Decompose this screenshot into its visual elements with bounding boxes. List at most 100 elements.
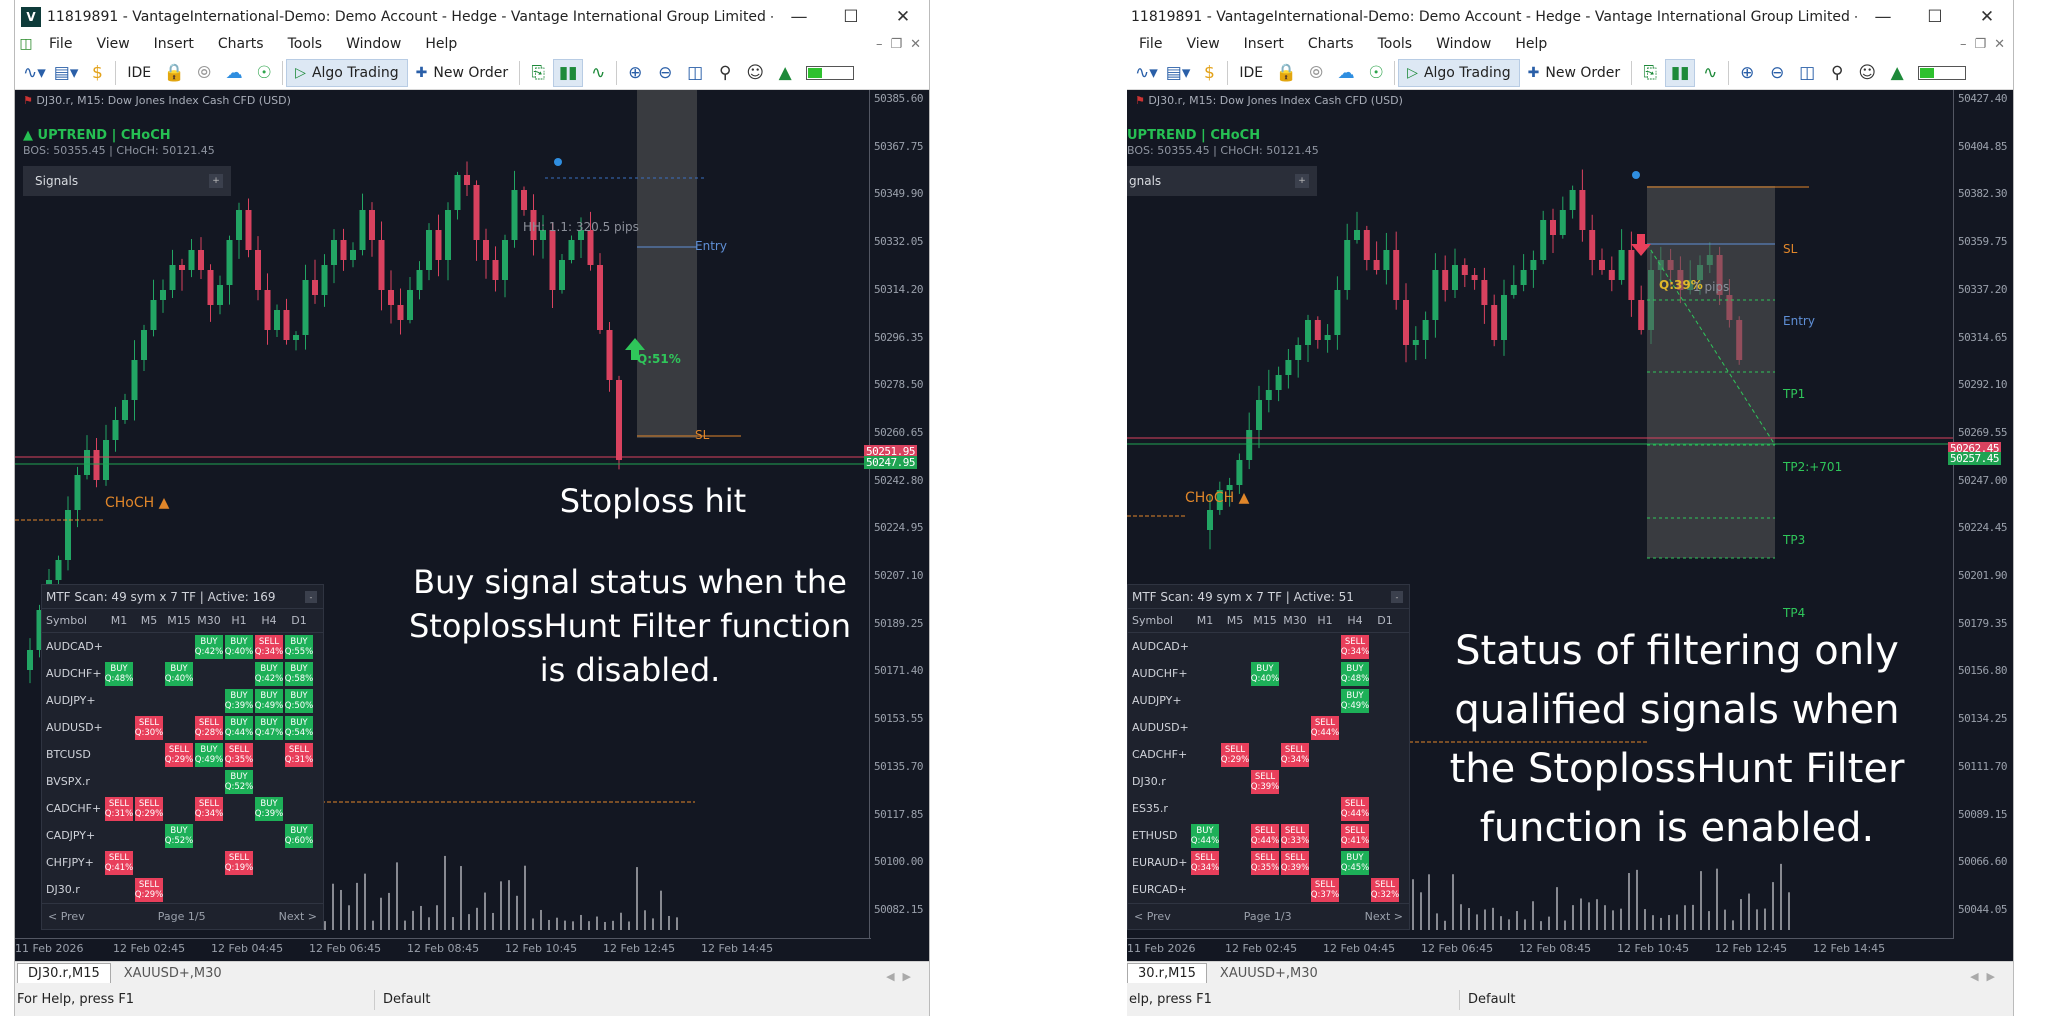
buy-signal-cell[interactable]: BUY Q:40% xyxy=(164,661,194,686)
scan-row[interactable]: BVSPX.r BUY Q:52% xyxy=(42,768,323,795)
next-button[interactable]: Next > xyxy=(1364,910,1403,923)
mdi-restore-icon[interactable]: ❐ xyxy=(1974,36,1987,52)
scan-symbol[interactable]: ETHUSD xyxy=(1132,829,1178,842)
buy-signal-cell[interactable]: BUY Q:48% xyxy=(104,661,134,686)
new-order-button[interactable]: ✚ New Order xyxy=(1520,59,1629,87)
scan-symbol[interactable]: CHFJPY+ xyxy=(46,856,94,869)
line-icon[interactable]: ∿ xyxy=(1703,62,1718,83)
buy-signal-cell[interactable]: BUY Q:52% xyxy=(164,823,194,848)
candlestick-icon[interactable]: ▮▮ xyxy=(1665,58,1696,87)
search-icon[interactable]: ⚲ xyxy=(1830,62,1844,83)
chart-type-icon[interactable]: ∿▾ xyxy=(1135,62,1158,83)
signals-panel[interactable]: gnals + xyxy=(1127,166,1317,196)
buy-signal-cell[interactable]: BUY Q:49% xyxy=(194,742,224,767)
ide-button[interactable]: IDE xyxy=(119,59,159,87)
mdi-close-icon[interactable]: ✕ xyxy=(1994,36,2005,52)
zoom-in-icon[interactable]: ⊕ xyxy=(1740,62,1755,83)
buy-signal-cell[interactable]: BUY Q:50% xyxy=(284,688,314,713)
signal-icon[interactable]: ⦾ xyxy=(197,62,211,83)
buy-signal-cell[interactable]: BUY Q:52% xyxy=(224,769,254,794)
sell-signal-cell[interactable]: SELL Q:44% xyxy=(1340,796,1370,821)
time-axis[interactable]: 11 Feb 2026 12 Feb 02:45 12 Feb 04:45 12 Fe… xyxy=(1127,938,1954,961)
bar-chart-icon[interactable]: ⎘ xyxy=(531,62,545,83)
buy-signal-cell[interactable]: BUY Q:44% xyxy=(224,715,254,740)
scan-symbol[interactable]: CADJPY+ xyxy=(46,829,96,842)
scan-symbol[interactable]: AUDJPY+ xyxy=(1132,694,1182,707)
tab-dj30[interactable]: 30.r,M15 xyxy=(1127,963,1207,983)
mdi-minimize-icon[interactable]: – xyxy=(1959,36,1967,52)
zoom-out-icon[interactable]: ⊖ xyxy=(1770,62,1785,83)
sell-signal-cell[interactable]: SELL Q:44% xyxy=(1250,823,1280,848)
coins-icon[interactable]: $ xyxy=(91,62,103,83)
menu-insert[interactable]: Insert xyxy=(153,36,194,52)
menu-view[interactable]: View xyxy=(96,36,130,52)
sell-signal-cell[interactable]: SELL Q:29% xyxy=(1220,742,1250,767)
algo-trading-button[interactable]: ▷ Algo Trading xyxy=(286,58,408,87)
sell-signal-cell[interactable]: SELL Q:34% xyxy=(1190,850,1220,875)
signal-icon[interactable]: ⦾ xyxy=(1309,62,1323,83)
scan-row[interactable]: CADCHF+ SELL Q:31% SELL Q:29% SELL Q:34% BUY Q:3… xyxy=(42,795,323,822)
tab-scroll-arrows[interactable]: ◀▶ xyxy=(1970,970,2003,983)
title-bar[interactable]: 11819891 - VantageInternational-Demo: De… xyxy=(1127,0,2013,33)
new-order-button[interactable]: ✚ New Order xyxy=(408,59,517,87)
minimize-button[interactable]: — xyxy=(1874,6,1892,27)
scan-symbol[interactable]: CADCHF+ xyxy=(46,802,102,815)
scan-symbol[interactable]: AUDCAD+ xyxy=(1132,640,1189,653)
vps-icon[interactable]: ☉ xyxy=(256,62,272,83)
signal-strength-icon[interactable]: ▲ xyxy=(1890,62,1904,83)
scan-symbol[interactable]: AUDCAD+ xyxy=(46,640,103,653)
sell-signal-cell[interactable]: SELL Q:35% xyxy=(1250,850,1280,875)
cloud-icon[interactable]: ☁ xyxy=(225,62,243,83)
price-plot[interactable]: ⚑ DJ30.r, M15: Dow Jones Index Cash CFD … xyxy=(15,90,871,938)
buy-signal-cell[interactable]: BUY Q:48% xyxy=(1340,661,1370,686)
scan-row[interactable]: ES35.r SELL Q:44% xyxy=(1128,795,1409,822)
bar-chart-icon[interactable]: ⎘ xyxy=(1643,62,1657,83)
buy-signal-cell[interactable]: BUY Q:54% xyxy=(284,715,314,740)
scan-symbol[interactable]: AUDUSD+ xyxy=(1132,721,1189,734)
tab-xauusd[interactable]: XAUUSD+,M30 xyxy=(112,963,233,983)
buy-signal-cell[interactable]: BUY Q:39% xyxy=(254,796,284,821)
sell-signal-cell[interactable]: SELL Q:31% xyxy=(104,796,134,821)
buy-signal-cell[interactable]: BUY Q:40% xyxy=(224,634,254,659)
expand-icon[interactable]: + xyxy=(209,174,223,188)
price-axis[interactable]: 50385.60 50367.75 50349.90 50332.05 50314.20… xyxy=(869,90,929,938)
time-axis[interactable]: 11 Feb 2026 12 Feb 02:45 12 Feb 04:45 12 Fe… xyxy=(15,938,871,961)
scan-row[interactable]: DJ30.r SELL Q:29% xyxy=(42,876,323,903)
collapse-icon[interactable]: - xyxy=(305,591,317,603)
scan-symbol[interactable]: EURAUD+ xyxy=(1132,856,1188,869)
menu-file[interactable]: File xyxy=(1139,36,1163,52)
buy-signal-cell[interactable]: BUY Q:47% xyxy=(254,715,284,740)
menu-charts[interactable]: Charts xyxy=(217,36,264,52)
scan-row[interactable]: DJ30.r SELL Q:39% xyxy=(1128,768,1409,795)
sell-signal-cell[interactable]: SELL Q:37% xyxy=(1310,877,1340,902)
menu-view[interactable]: View xyxy=(1186,36,1220,52)
buy-signal-cell[interactable]: BUY Q:39% xyxy=(224,688,254,713)
zoom-in-icon[interactable]: ⊕ xyxy=(628,62,643,83)
scan-row[interactable]: AUDJPY+ BUY Q:39% BUY Q:49% BUY Q:50% xyxy=(42,687,323,714)
menu-charts[interactable]: Charts xyxy=(1307,36,1354,52)
search-icon[interactable]: ⚲ xyxy=(718,62,732,83)
scan-symbol[interactable]: DJ30.r xyxy=(46,883,80,896)
scan-symbol[interactable]: AUDJPY+ xyxy=(46,694,96,707)
sell-signal-cell[interactable]: SELL Q:30% xyxy=(134,715,164,740)
tab-dj30[interactable]: DJ30.r,M15 xyxy=(17,963,111,983)
tile-icon[interactable]: ◫ xyxy=(1799,62,1816,83)
tile-icon[interactable]: ◫ xyxy=(687,62,704,83)
candlestick-icon[interactable]: ▮▮ xyxy=(553,58,584,87)
scan-row[interactable]: EURAUD+ SELL Q:34% SELL Q:35% SELL Q:39% BUY Q:4… xyxy=(1128,849,1409,876)
buy-signal-cell[interactable]: BUY Q:45% xyxy=(1340,850,1370,875)
chart-area[interactable]: ⚑ DJ30.r, M15: Dow Jones Index Cash CFD … xyxy=(15,90,929,961)
scan-symbol[interactable]: AUDUSD+ xyxy=(46,721,103,734)
buy-signal-cell[interactable]: BUY Q:60% xyxy=(284,823,314,848)
scan-row[interactable]: CADCHF+ SELL Q:29% SELL Q:34% xyxy=(1128,741,1409,768)
menu-help[interactable]: Help xyxy=(425,36,458,52)
buy-signal-cell[interactable]: BUY Q:42% xyxy=(194,634,224,659)
chart-type-icon[interactable]: ▤▾ xyxy=(53,62,79,83)
signal-strength-icon[interactable]: ▲ xyxy=(778,62,792,83)
menu-window[interactable]: Window xyxy=(346,36,402,52)
chart-menu-icon[interactable]: ◫ xyxy=(19,36,33,52)
buy-signal-cell[interactable]: BUY Q:44% xyxy=(1190,823,1220,848)
collapse-icon[interactable]: - xyxy=(1391,591,1403,603)
sell-signal-cell[interactable]: SELL Q:34% xyxy=(1280,742,1310,767)
scan-symbol[interactable]: DJ30.r xyxy=(1132,775,1166,788)
